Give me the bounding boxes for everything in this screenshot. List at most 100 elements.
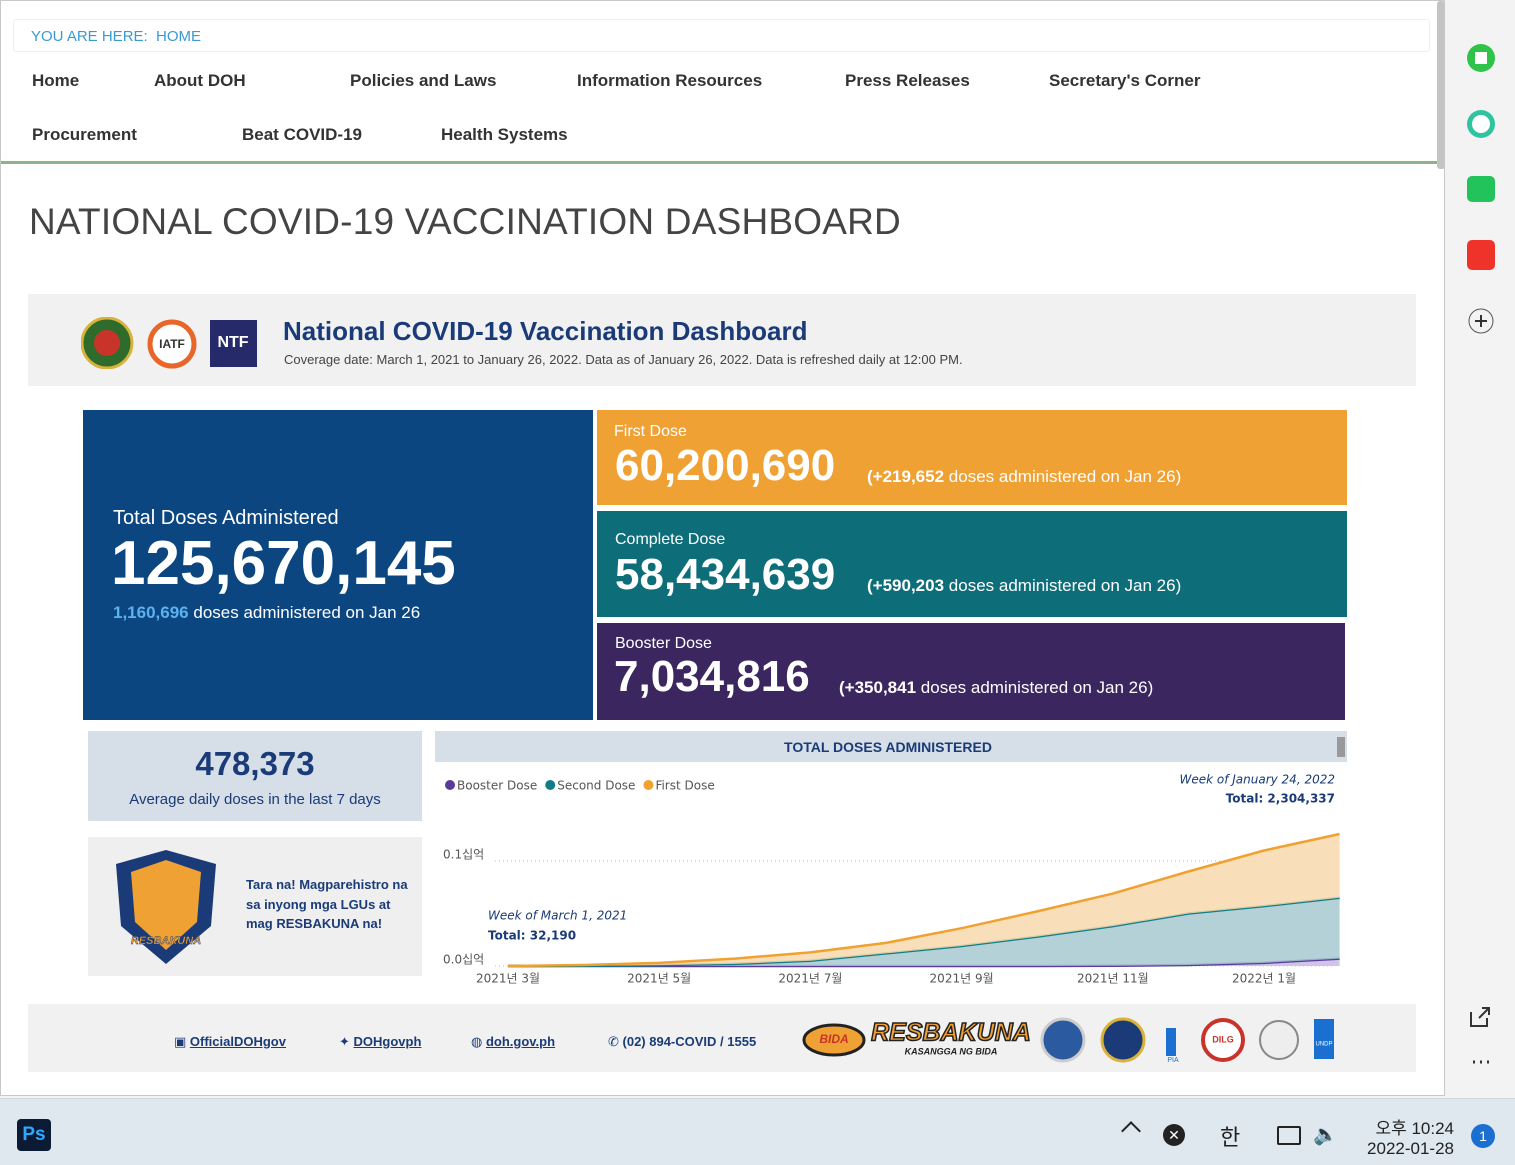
twitter-text[interactable]: DOHgovph — [353, 1034, 422, 1049]
facebook-text[interactable]: OfficialDOHgov — [189, 1034, 286, 1049]
chart-title: TOTAL DOSES ADMINISTERED — [784, 739, 992, 755]
sidebar-add[interactable] — [1468, 308, 1494, 334]
clock-time[interactable]: 오후 10:24 — [1375, 1119, 1454, 1138]
total-card — [83, 410, 593, 720]
nav-link[interactable]: Home — [32, 71, 80, 90]
photoshop-app[interactable]: Ps — [17, 1119, 51, 1151]
resbakuna-text: RESBAKUNA — [871, 1019, 1031, 1047]
first-card — [597, 410, 1347, 505]
legend-swatch — [545, 780, 556, 790]
nav-divider — [1, 161, 1444, 164]
x-tick-label: 2021년 3월 — [476, 972, 540, 986]
x-tick-label: 2021년 9월 — [930, 972, 994, 986]
legend-label: First Dose — [655, 779, 714, 793]
bida-text: BIDA — [819, 1032, 848, 1046]
total-daily: 1,160,696 doses administered on Jan 26 — [113, 603, 420, 623]
tray-close-icon[interactable]: ✕ — [1163, 1124, 1185, 1146]
undp-logo — [1314, 1019, 1334, 1059]
nav-link[interactable]: Procurement — [32, 125, 137, 144]
browser-page: YOU ARE HERE: HOME Home About DOH Polici… — [0, 0, 1445, 1096]
annotation: Week of January 24, 2022 — [1179, 773, 1335, 787]
booster-daily: (+350,841 doses administered on Jan 26) — [839, 678, 1153, 698]
first-label: First Dose — [614, 423, 687, 440]
nav-link[interactable]: Beat COVID-19 — [242, 125, 362, 144]
twitter-link[interactable]: ✦ DOHgovph — [339, 1034, 422, 1049]
total-value: 125,670,145 — [111, 529, 456, 598]
area-chart: 0.0십억 0.1십억 2021년 3월 2021년 5월 2021년 7월 2021년 … — [443, 773, 1340, 986]
sidebar-icon-glyph — [1472, 115, 1490, 133]
first-daily-text: doses administered on Jan 26) — [948, 467, 1182, 486]
average-value: 478,373 — [195, 745, 315, 782]
ntf-text: NTF — [217, 334, 248, 351]
tray-network[interactable] — [1277, 1126, 1301, 1145]
notification-badge[interactable]: 1 — [1471, 1124, 1495, 1148]
area-line — [507, 832, 1340, 968]
area-fill — [508, 897, 1340, 966]
pia-logo — [1166, 1028, 1176, 1056]
bida-logo — [802, 1023, 866, 1057]
facebook-link[interactable]: ▣ OfficialDOHgov — [174, 1034, 286, 1049]
promo-text: Tara na! Magparehistro na sa inyong mga … — [246, 877, 408, 931]
dilg-text: DILG — [1212, 1034, 1234, 1044]
first-daily-value: (+219,652 — [867, 467, 945, 486]
x-tick-label: 2022년 1월 — [1232, 972, 1296, 986]
nav-link[interactable]: About DOH — [154, 71, 246, 90]
iatf-logo — [147, 319, 197, 369]
sidebar-icon[interactable] — [1467, 240, 1495, 270]
nav-link[interactable]: Information Resources — [577, 71, 763, 90]
iatf-text: IATF — [159, 337, 185, 351]
sidebar-icon[interactable] — [1467, 176, 1495, 202]
footer — [28, 1004, 1416, 1072]
breadcrumb-home[interactable]: HOME — [156, 28, 202, 45]
nav-link[interactable]: Policies and Laws — [350, 71, 497, 90]
tray-volume[interactable]: 🔈 — [1313, 1124, 1338, 1146]
total-daily-value: 1,160,696 — [113, 603, 189, 622]
seal-logo — [1100, 1017, 1146, 1063]
annotation-total: Total: 32,190 — [488, 929, 576, 943]
average-card — [88, 731, 422, 821]
booster-card — [597, 623, 1345, 720]
resbakuna-logo: RESBAKUNA — [116, 850, 216, 964]
dilg-logo — [1201, 1018, 1245, 1062]
website-text[interactable]: doh.gov.ph — [485, 1034, 556, 1049]
chart-scroll — [1337, 737, 1345, 757]
total-daily-text: doses administered on Jan 26 — [193, 603, 421, 622]
clock-date[interactable]: 2022-01-28 — [1367, 1139, 1454, 1158]
complete-daily-value: (+590,203 — [867, 576, 945, 595]
seal-logo — [1259, 1020, 1299, 1060]
phone-link[interactable]: ✆ (02) 894-COVID / 1555 — [608, 1034, 757, 1049]
doh-logo-center — [94, 330, 120, 356]
total-label: Total Doses Administered — [113, 507, 339, 529]
nav-link[interactable]: Secretary's Corner — [1049, 71, 1201, 90]
nav-link[interactable]: Press Releases — [845, 71, 970, 90]
complete-card — [597, 511, 1347, 617]
area-line — [507, 896, 1340, 968]
complete-daily-text: doses administered on Jan 26) — [948, 576, 1182, 595]
breadcrumb: YOU ARE HERE: HOME — [13, 19, 1430, 52]
phone-text: (02) 894-COVID / 1555 — [622, 1034, 757, 1049]
legend-swatch — [445, 780, 455, 790]
ime-indicator[interactable]: 한 — [1220, 1125, 1241, 1150]
website-link[interactable]: ◍ doh.gov.ph — [471, 1034, 556, 1049]
dashboard-title: National COVID-19 Vaccination Dashboard — [283, 316, 808, 346]
booster-value: 7,034,816 — [614, 652, 810, 701]
legend-label: Booster Dose — [457, 779, 537, 793]
header-logos: IATF NTF — [81, 317, 257, 369]
average-label: Average daily doses in the last 7 days — [129, 791, 381, 808]
breadcrumb-label: YOU ARE HERE: — [31, 28, 148, 45]
y-tick-label: 0.0십억 — [443, 953, 484, 967]
sidebar-open[interactable] — [1470, 1007, 1490, 1027]
seal-logo — [1040, 1017, 1086, 1063]
x-tick-label: 2021년 7월 — [778, 972, 842, 986]
dashboard-header — [28, 294, 1416, 386]
nav-link[interactable]: Health Systems — [441, 125, 568, 144]
sidebar-add-glyph — [1475, 315, 1487, 327]
area-fill — [508, 958, 1340, 966]
legend-swatch — [643, 780, 654, 790]
pia-text: PIA — [1167, 1057, 1179, 1064]
coverage-text: Coverage date: March 1, 2021 to January … — [284, 352, 963, 367]
complete-value: 58,434,639 — [615, 550, 836, 599]
y-tick-label: 0.1십억 — [443, 848, 484, 862]
annotation: Week of March 1, 2021 — [488, 909, 627, 923]
